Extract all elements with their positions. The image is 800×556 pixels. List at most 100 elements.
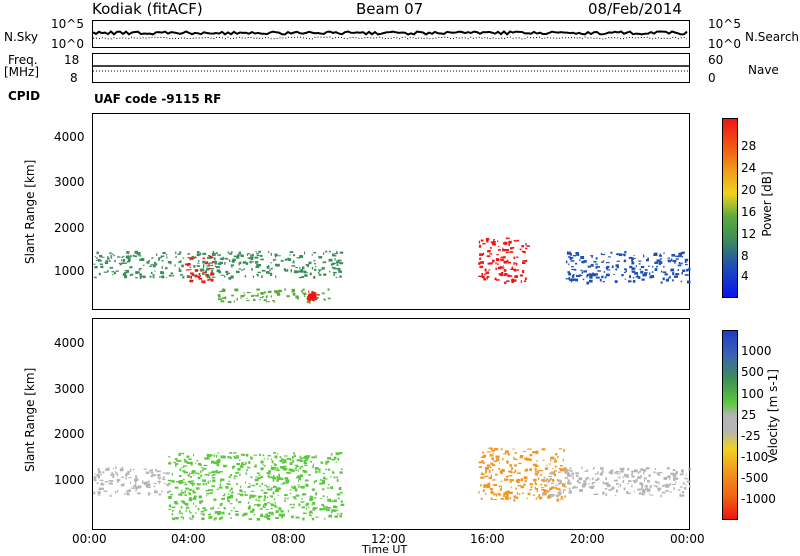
heatmap-cell-0-2 xyxy=(274,291,276,293)
heatmap-cell-1-0 xyxy=(125,472,130,475)
heatmap-cell-0-0 xyxy=(297,271,299,273)
heatmap-cell-0-0 xyxy=(94,266,98,269)
heatmap-cell-1-3 xyxy=(615,494,617,497)
heatmap-cell-1-2 xyxy=(532,463,537,466)
heatmap-cell-1-2 xyxy=(513,499,516,502)
heatmap-cell-1-1 xyxy=(167,479,171,482)
heatmap-cell-0-0 xyxy=(179,274,184,276)
heatmap-cell-0-5 xyxy=(647,257,649,261)
heatmap-cell-1-1 xyxy=(207,489,211,492)
heatmap-cell-1-2 xyxy=(553,460,558,463)
heatmap-cell-0-2 xyxy=(243,292,245,294)
xtick-1: 04:00 xyxy=(171,532,206,546)
heatmap-cell-0-5 xyxy=(595,257,598,260)
heatmap-cell-0-5 xyxy=(579,274,581,277)
heatmap-cell-1-1 xyxy=(218,486,223,489)
heatmap-cell-1-3 xyxy=(614,479,618,482)
heatmap-cell-1-1 xyxy=(340,512,343,515)
heatmap-cell-0-0 xyxy=(167,261,172,264)
heatmap-cell-0-4 xyxy=(514,262,516,264)
heatmap-cell-0-0 xyxy=(325,250,328,253)
heatmap-cell-1-1 xyxy=(249,494,253,498)
heatmap-cell-1-2 xyxy=(532,451,537,454)
heatmap-cell-1-2 xyxy=(509,479,514,481)
heatmap-cell-1-1 xyxy=(270,458,272,460)
heatmap-cell-1-2 xyxy=(552,468,554,469)
heatmap-cell-0-5 xyxy=(616,266,619,269)
heatmap-cell-0-0 xyxy=(124,271,128,274)
heatmap-cell-1-1 xyxy=(217,511,222,514)
heatmap-cell-1-1 xyxy=(272,491,275,495)
heatmap-cell-1-1 xyxy=(190,472,194,475)
heatmap-cell-0-0 xyxy=(139,258,141,261)
heatmap-cell-1-3 xyxy=(623,487,626,491)
heatmap-cell-0-1 xyxy=(189,266,192,268)
heatmap-cell-0-5 xyxy=(597,266,600,268)
heatmap-cell-1-1 xyxy=(314,497,317,499)
heatmap-cell-1-3 xyxy=(672,484,676,486)
heatmap-cell-0-1 xyxy=(208,278,212,281)
heatmap-cell-0-4 xyxy=(507,259,509,263)
heatmap-cell-1-1 xyxy=(188,493,191,496)
heatmap-cell-1-1 xyxy=(277,494,279,496)
heatmap-cell-1-2 xyxy=(514,452,517,454)
heatmap-cell-0-3 xyxy=(309,295,311,298)
heatmap-cell-0-5 xyxy=(647,265,650,267)
heatmap-cell-1-1 xyxy=(284,497,287,500)
heatmap-cell-1-1 xyxy=(245,461,247,465)
heatmap-cell-0-0 xyxy=(121,262,125,265)
heatmap-cell-1-1 xyxy=(322,479,326,482)
heatmap-cell-0-2 xyxy=(218,298,220,300)
heatmap-cell-0-5 xyxy=(571,266,574,268)
heatmap-cell-1-2 xyxy=(527,492,531,496)
heatmap-cell-1-1 xyxy=(230,517,232,519)
heatmap-cell-0-0 xyxy=(251,258,254,261)
heatmap-cell-0-1 xyxy=(208,262,210,266)
heatmap-cell-0-0 xyxy=(273,259,275,262)
heatmap-cell-1-2 xyxy=(490,490,494,494)
heatmap-cell-1-1 xyxy=(273,463,276,466)
heatmap-cell-0-0 xyxy=(127,258,131,261)
heatmap-cell-1-2 xyxy=(499,470,504,474)
velocity-ytick-3000: 3000 xyxy=(54,382,85,396)
heatmap-cell-0-0 xyxy=(161,260,164,262)
heatmap-cell-1-1 xyxy=(193,454,195,457)
heatmap-cell-0-5 xyxy=(595,266,598,269)
heatmap-cell-1-1 xyxy=(285,479,290,483)
heatmap-cell-1-1 xyxy=(337,497,340,500)
heatmap-cell-1-0 xyxy=(155,489,157,493)
heatmap-cell-1-1 xyxy=(230,487,233,491)
heatmap-cell-1-1 xyxy=(270,487,273,491)
heatmap-cell-1-1 xyxy=(277,453,279,455)
heatmap-cell-1-1 xyxy=(188,458,192,461)
heatmap-cell-0-0 xyxy=(256,254,260,257)
heatmap-cell-1-1 xyxy=(263,498,266,502)
heatmap-cell-1-3 xyxy=(643,491,646,494)
power-cb-tick-8: 8 xyxy=(741,249,749,263)
heatmap-cell-0-0 xyxy=(275,255,277,258)
heatmap-cell-0-4 xyxy=(486,255,491,257)
heatmap-cell-0-5 xyxy=(571,268,575,271)
heatmap-cell-1-1 xyxy=(287,509,289,513)
heatmap-cell-1-2 xyxy=(541,448,546,451)
heatmap-cell-1-1 xyxy=(292,455,294,459)
heatmap-cell-0-3 xyxy=(309,298,311,300)
heatmap-cell-0-5 xyxy=(656,259,661,263)
heatmap-cell-1-1 xyxy=(213,454,216,457)
heatmap-cell-1-2 xyxy=(536,475,538,477)
heatmap-cell-0-4 xyxy=(480,239,484,242)
heatmap-cell-0-0 xyxy=(275,275,277,279)
heatmap-cell-0-0 xyxy=(274,263,277,267)
heatmap-cell-1-1 xyxy=(313,481,316,484)
heatmap-cell-0-0 xyxy=(268,272,273,275)
heatmap-cell-1-3 xyxy=(663,477,668,480)
heatmap-cell-1-0 xyxy=(102,471,105,474)
heatmap-cell-1-1 xyxy=(291,506,295,509)
heatmap-cell-1-2 xyxy=(504,478,508,481)
heatmap-cell-0-5 xyxy=(662,277,665,281)
xtick-4: 16:00 xyxy=(470,532,505,546)
heatmap-cell-1-1 xyxy=(265,513,268,516)
heatmap-cell-1-2 xyxy=(508,491,513,494)
heatmap-cell-1-2 xyxy=(501,486,502,489)
heatmap-cell-0-0 xyxy=(211,268,214,270)
